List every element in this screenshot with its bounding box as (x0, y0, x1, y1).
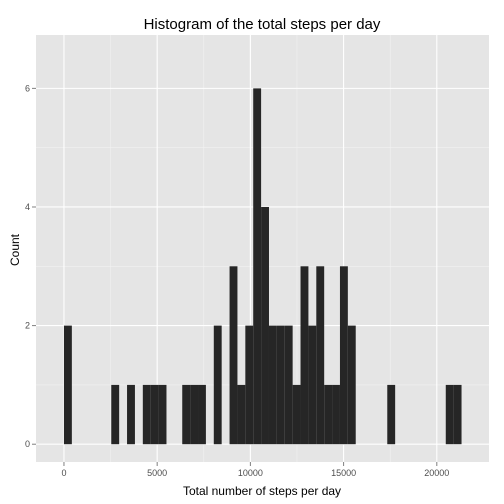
histogram-bar (158, 384, 167, 445)
y-tick-label: 4 (25, 202, 30, 212)
histogram-bar (190, 384, 199, 445)
histogram-bar (198, 384, 206, 445)
histogram-bar (127, 384, 135, 445)
histogram-bar (229, 266, 238, 445)
histogram-bar (111, 384, 120, 445)
histogram-bar (284, 325, 293, 445)
histogram-bar (182, 384, 191, 445)
histogram-bar (347, 325, 356, 445)
y-tick-label: 6 (25, 83, 30, 93)
x-tick-label: 20000 (424, 468, 449, 478)
histogram-bar (316, 266, 325, 445)
x-tick-label: 5000 (147, 468, 167, 478)
y-axis-ticks: 0 2 4 6 (25, 83, 36, 449)
histogram-bar (324, 384, 333, 445)
y-axis-title: Count (8, 233, 22, 266)
y-tick-label: 0 (25, 439, 30, 449)
x-tick-label: 10000 (238, 468, 263, 478)
histogram-bar (332, 384, 340, 445)
histogram-bar (339, 266, 348, 445)
y-tick-label: 2 (25, 321, 30, 331)
x-axis-title: Total number of steps per day (183, 484, 341, 498)
histogram-bar (150, 384, 159, 445)
x-tick-label: 0 (61, 468, 66, 478)
x-tick-label: 15000 (331, 468, 356, 478)
histogram-bar (261, 206, 269, 445)
chart-title: Histogram of the total steps per day (144, 16, 381, 33)
histogram-bar (300, 266, 309, 445)
histogram-bar (445, 384, 454, 445)
histogram-bar (213, 325, 222, 445)
histogram-bars (63, 88, 462, 445)
histogram-bar (387, 384, 396, 445)
histogram-bar (308, 325, 317, 445)
histogram-bar (63, 325, 72, 445)
histogram-bar (142, 384, 151, 445)
histogram-bar (453, 384, 462, 445)
x-axis-ticks: 0 5000 10000 15000 20000 (61, 462, 449, 478)
histogram-bar (292, 384, 301, 445)
histogram-bar (245, 325, 254, 445)
histogram-bar (276, 325, 285, 445)
histogram-bar (237, 384, 246, 445)
histogram-bar (268, 325, 277, 445)
histogram-bar (253, 88, 262, 445)
